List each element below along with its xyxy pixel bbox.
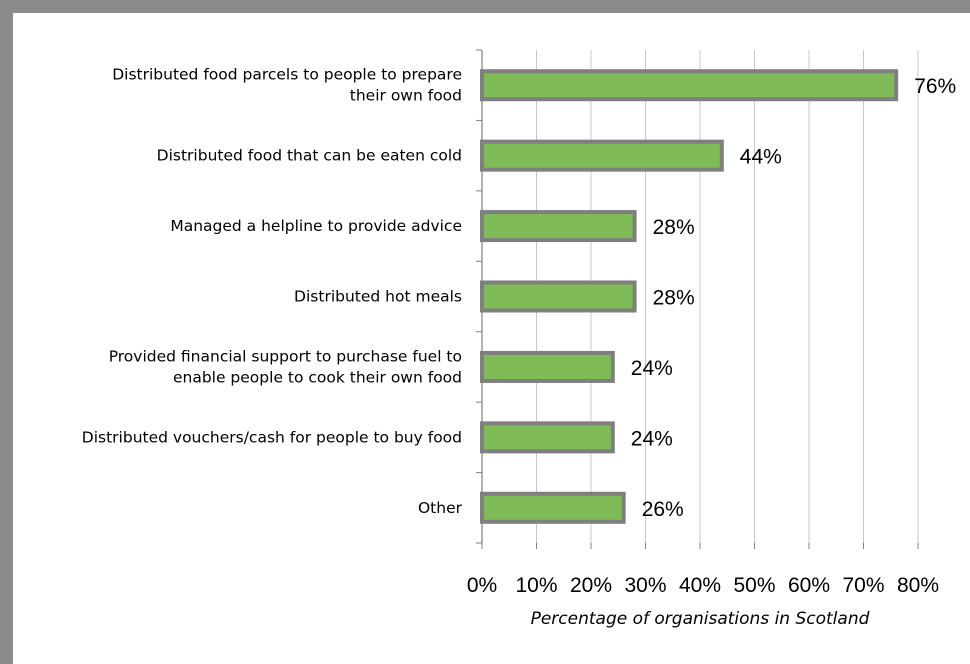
category-label: Distributed hot meals [294,288,462,306]
category-label: Provided financial support to purchase f… [109,347,462,365]
x-tick-label: 40% [679,574,721,597]
data-label: 28% [653,287,695,310]
x-axis-title: Percentage of organisations in Scotland [531,609,870,629]
category-label: Other [418,499,463,517]
data-label: 76% [914,75,956,98]
x-tick-label: 10% [515,574,557,597]
x-tick-label: 0% [467,574,497,597]
data-label: 24% [631,427,673,450]
bar [480,210,637,243]
data-label: 28% [653,216,695,239]
data-label: 44% [740,146,782,169]
bars [480,69,899,524]
category-label: enable people to cook their own food [173,368,462,386]
bar [480,491,626,524]
chart-panel [13,13,970,664]
category-label: Distributed food parcels to people to pr… [112,66,462,84]
x-tick-label: 20% [570,574,612,597]
bar [480,350,615,383]
x-tick-label: 70% [842,574,884,597]
labels: 0% 10% 20% 30% 40% 50% 60% 70% 80% 76% Distributed… [82,66,956,597]
bar [480,421,615,454]
data-label: 24% [631,357,673,380]
category-label: Managed a helpline to provide advice [170,217,462,235]
x-tick-label: 30% [624,574,666,597]
x-tick-label: 80% [897,574,939,597]
category-label: Distributed vouchers/cash for people to … [82,428,462,446]
x-tick-label: 60% [788,574,830,597]
x-tick-label: 50% [733,574,775,597]
category-label: their own food [350,87,462,105]
bar [480,69,899,102]
bar [480,280,637,313]
data-label: 26% [642,498,684,521]
gridlines [536,50,919,543]
category-label: Distributed food that can be eaten cold [157,147,462,165]
bar [480,139,724,172]
